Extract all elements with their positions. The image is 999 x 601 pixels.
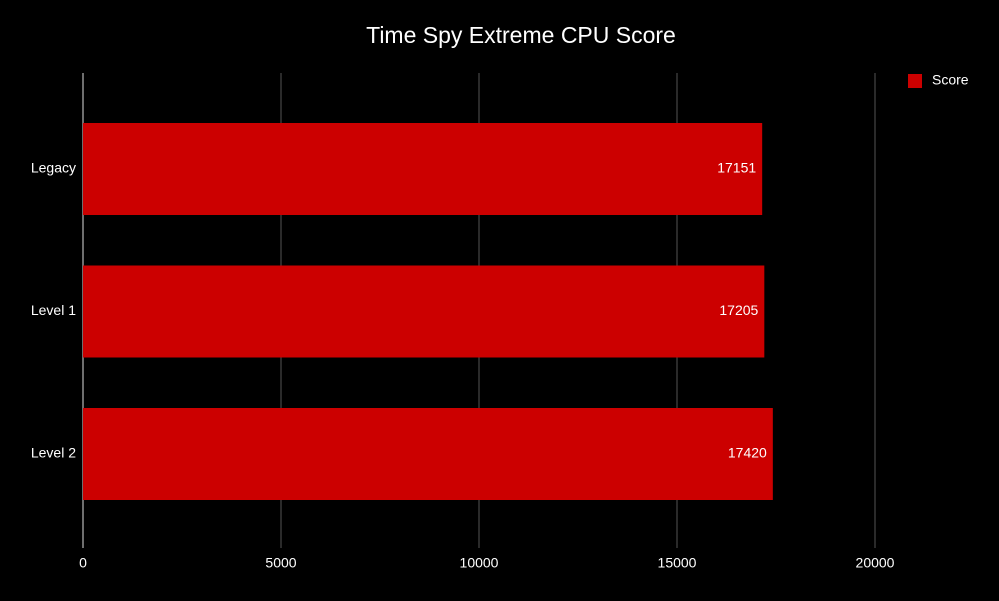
legend-swatch — [908, 74, 922, 88]
x-tick-label: 0 — [79, 555, 87, 571]
y-tick-label: Legacy — [31, 160, 76, 176]
legend-label: Score — [932, 72, 969, 88]
x-tick-label: 20000 — [856, 555, 895, 571]
x-tick-label: 15000 — [658, 555, 697, 571]
bar — [83, 408, 773, 500]
bar — [83, 265, 765, 358]
value-label: 17420 — [728, 445, 767, 461]
x-tick-label: 10000 — [460, 555, 499, 571]
y-tick-label: Level 2 — [31, 445, 76, 461]
value-label: 17205 — [719, 302, 758, 318]
value-label: 17151 — [717, 160, 756, 176]
chart-title: Time Spy Extreme CPU Score — [366, 22, 676, 48]
x-tick-label: 5000 — [265, 555, 296, 571]
bar — [83, 123, 763, 215]
y-tick-label: Level 1 — [31, 302, 76, 318]
